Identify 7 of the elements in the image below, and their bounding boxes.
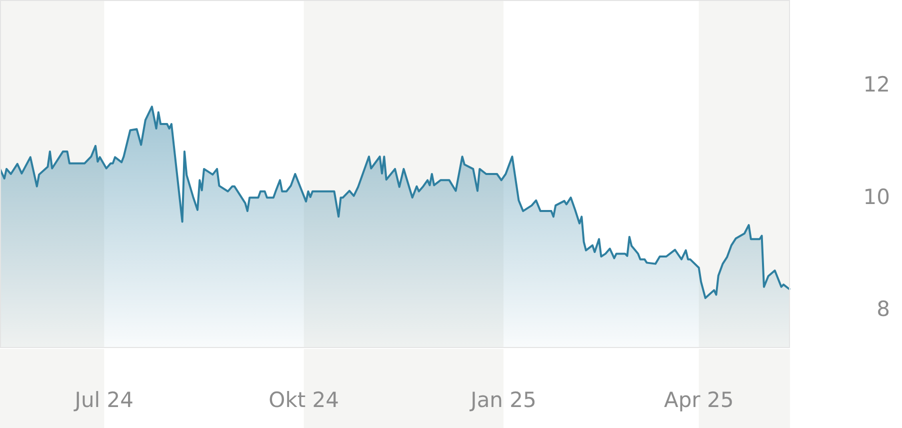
y-tick-label: 10 (863, 184, 890, 209)
x-tick-label: Apr 25 (664, 388, 734, 412)
x-tick-label: Okt 24 (268, 388, 340, 412)
y-tick-label: 8 (876, 297, 890, 322)
x-tick-label: Jan 25 (468, 388, 536, 412)
x-tick-label: Jul 24 (72, 388, 134, 412)
y-tick-label: 12 (863, 72, 890, 97)
